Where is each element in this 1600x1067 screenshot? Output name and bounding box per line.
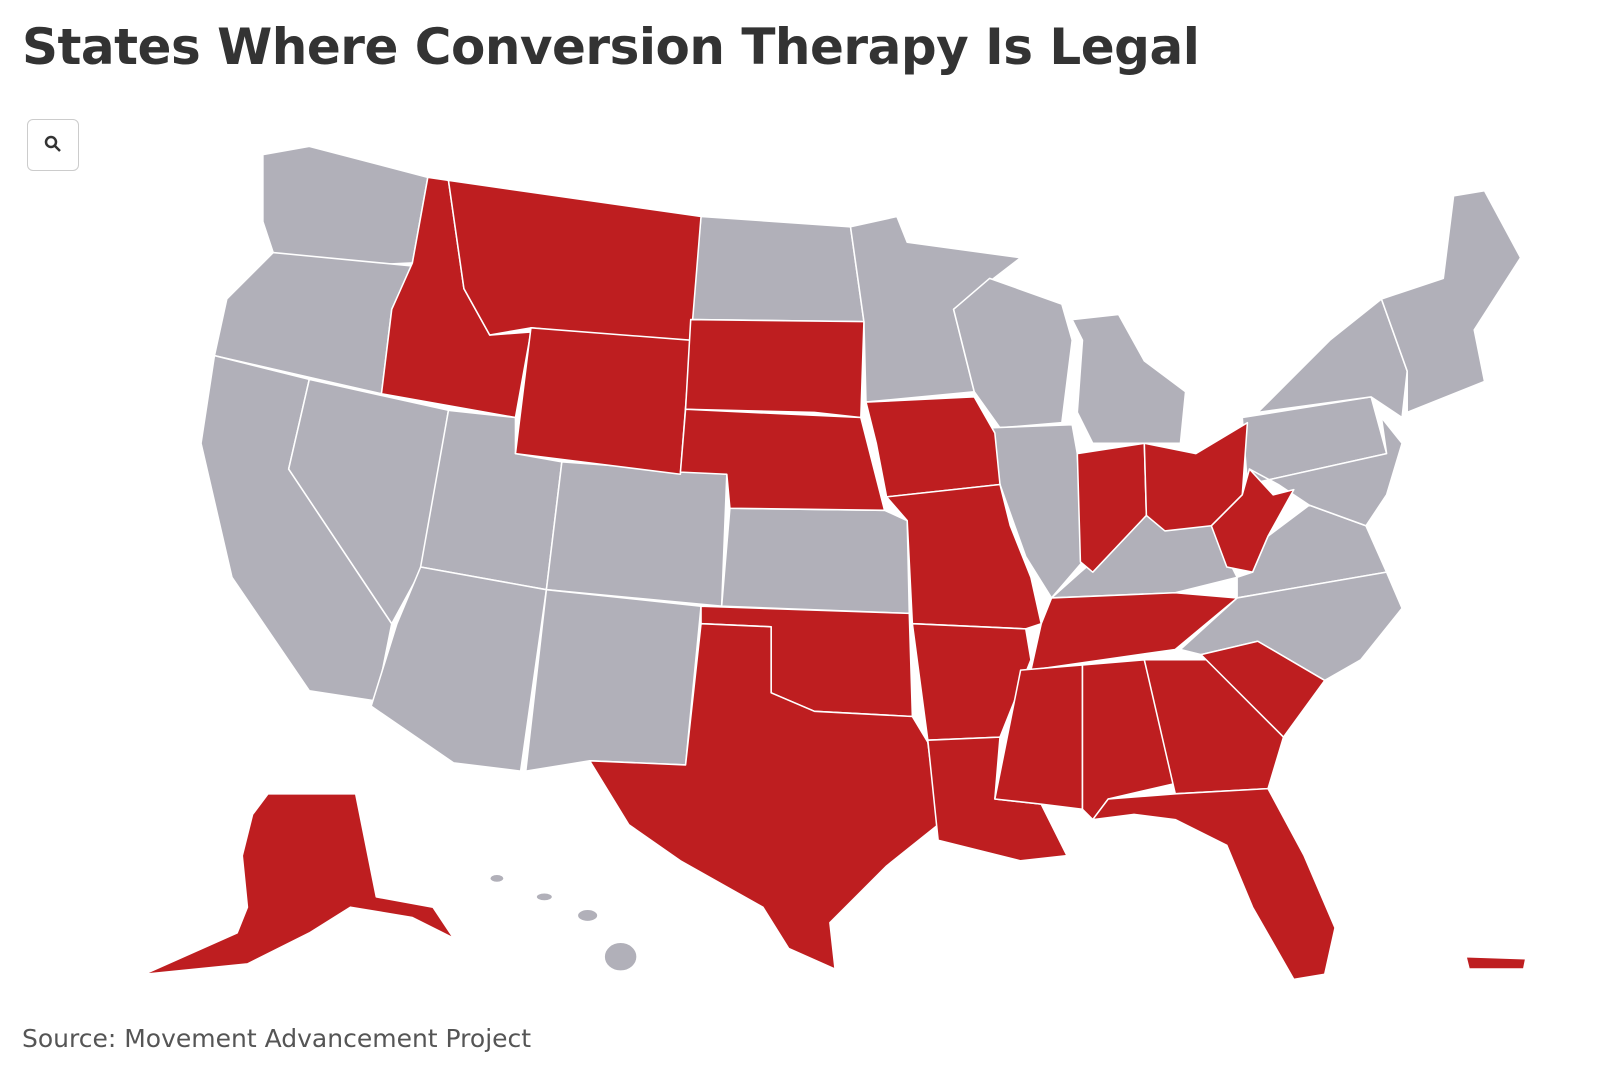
legal-state (1465, 955, 1527, 970)
other-state (1380, 189, 1522, 414)
zoom-button[interactable] (27, 119, 79, 171)
legal-state (1076, 442, 1148, 573)
other-state (952, 277, 1073, 429)
legal-state (143, 793, 455, 975)
other-state (287, 378, 450, 625)
legal-states (143, 176, 1527, 981)
legal-state (1143, 659, 1285, 795)
other-state (525, 588, 702, 772)
legal-state (514, 327, 692, 475)
legal-state (1210, 468, 1295, 573)
legal-state (679, 408, 886, 512)
other-state (576, 908, 599, 923)
other-state (1071, 313, 1187, 445)
other-state (988, 423, 1084, 599)
other-state (545, 461, 728, 607)
legal-state (1200, 640, 1326, 738)
legal-state (865, 396, 1001, 498)
other-states (200, 145, 1522, 972)
legal-state (684, 318, 865, 419)
other-state (689, 215, 865, 323)
other-state (720, 507, 911, 615)
legal-state (1092, 787, 1336, 981)
source: Source: Movement Advancement Project (22, 1024, 532, 1053)
legal-state (927, 736, 1068, 862)
other-state (262, 145, 429, 267)
other-state (603, 941, 638, 972)
other-state (1256, 298, 1408, 419)
search-icon (44, 135, 61, 152)
other-state (488, 873, 505, 884)
other-state (1246, 416, 1403, 527)
other-state (535, 892, 554, 902)
title: States Where Conversion Therapy Is Legal (22, 18, 1200, 76)
legal-state (447, 179, 702, 345)
legal-state (588, 622, 939, 970)
